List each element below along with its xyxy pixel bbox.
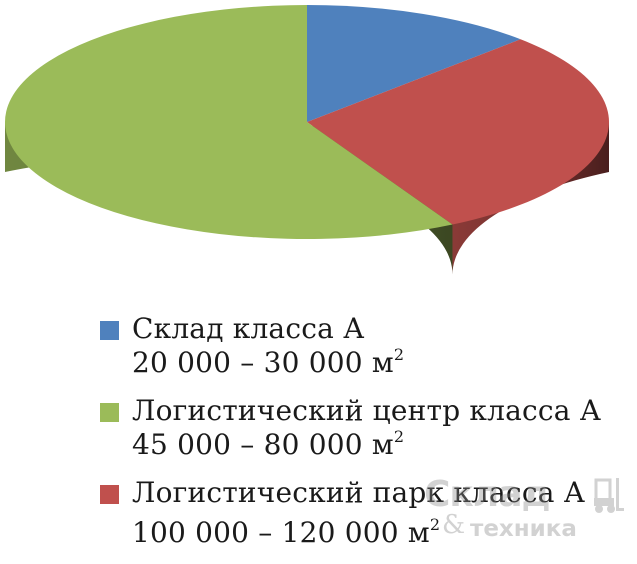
- chart-legend: Склад класса А 20 000 – 30 000 м2 Логист…: [100, 312, 620, 564]
- watermark-logo: Склад & техника: [418, 470, 633, 554]
- pie-slice-2: [5, 5, 453, 239]
- legend-item-logistics-park: Логистический парк класса А 100 000 – 12…: [100, 476, 620, 550]
- legend-swatch-red: [100, 485, 119, 504]
- legend-swatch-green: [100, 403, 119, 422]
- legend-swatch-blue: [100, 321, 119, 340]
- forklift-icon: [594, 478, 624, 513]
- pie-slice-0: [307, 5, 521, 122]
- legend-label: Склад класса А: [132, 312, 365, 345]
- pie-chart: [5, 5, 610, 275]
- legend-range: 100 000 – 120 000 м2: [132, 515, 441, 549]
- legend-item-logistics-center: Логистический центр класса А 45 000 – 80…: [100, 394, 620, 462]
- legend-label: Логистический центр класса А: [132, 394, 602, 427]
- legend-range: 45 000 – 80 000 м2: [132, 427, 405, 461]
- watermark-text: техника: [470, 516, 577, 542]
- pie-slice-1: [307, 39, 610, 225]
- watermark-text: Склад: [424, 474, 551, 515]
- legend-item-warehouse: Склад класса А 20 000 – 30 000 м2: [100, 312, 620, 380]
- legend-label: Логистический парк класса А: [132, 476, 586, 509]
- legend-range: 20 000 – 30 000 м2: [132, 345, 405, 379]
- watermark-amp: &: [442, 510, 466, 540]
